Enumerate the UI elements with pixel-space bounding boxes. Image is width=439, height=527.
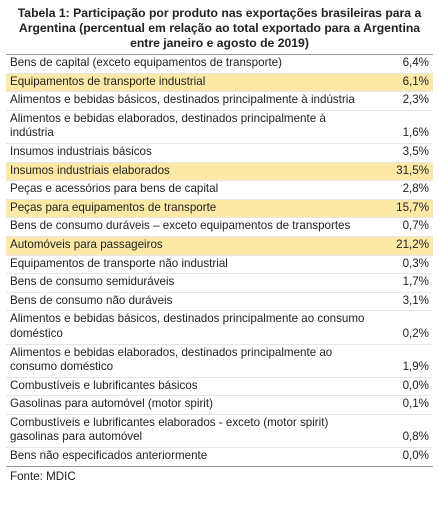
table-row: Gasolinas para automóvel (motor spirit) 0… xyxy=(6,396,433,415)
row-label: Equipamentos de transporte industrial xyxy=(6,73,374,92)
row-value: 2,8% xyxy=(402,182,429,196)
row-label: Alimentos e bebidas elaborados, destinad… xyxy=(10,111,326,140)
table-row: Alimentos e bebidas elaborados, destinad… xyxy=(6,110,433,144)
row-value: 1,6% xyxy=(402,126,429,140)
row-value: 6,4% xyxy=(402,56,429,69)
row-value: 0,1% xyxy=(402,397,429,411)
row-label: Alimentos e bebidas básicos, destinados … xyxy=(10,312,365,340)
row-value: 31,5% xyxy=(374,162,433,181)
table-row: Alimentos e bebidas elaborados, destinad… xyxy=(6,344,433,378)
row-value: 1,7% xyxy=(402,275,429,289)
row-label: Combustíveis e lubrificantes básicos xyxy=(10,378,198,392)
row-label: Alimentos e bebidas elaborados, destinad… xyxy=(10,345,333,374)
row-label: Peças e acessórios para bens de capital xyxy=(10,182,219,196)
row-label: Insumos industriais elaborados xyxy=(6,162,374,181)
row-label: Bens de consumo semiduráveis xyxy=(10,275,175,289)
table-row: Automóveis para passageiros 21,2% xyxy=(6,236,433,256)
row-value: 21,2% xyxy=(374,236,433,256)
row-value: 0,8% xyxy=(402,430,429,444)
table-row: Equipamentos de transporte não industria… xyxy=(6,255,433,274)
row-value: 6,1% xyxy=(374,73,433,92)
table-row: Insumos industriais básicos 3,5% xyxy=(6,143,433,163)
table-row: Insumos industriais elaborados 31,5% xyxy=(6,162,433,181)
row-label: Alimentos e bebidas básicos, destinados … xyxy=(10,93,355,107)
row-value: 3,5% xyxy=(402,144,429,158)
table-row: Bens de consumo duráveis – exceto equipa… xyxy=(6,218,433,237)
table-row: Equipamentos de transporte industrial 6,1… xyxy=(6,73,433,92)
table-row: Alimentos e bebidas básicos, destinados … xyxy=(6,311,433,344)
row-label: Bens de consumo duráveis – exceto equipa… xyxy=(10,219,351,233)
row-label: Peças para equipamentos de transporte xyxy=(6,199,374,218)
row-label: Insumos industriais básicos xyxy=(10,144,152,158)
row-value: 0,0% xyxy=(402,378,429,392)
source-note: Fonte: MDIC xyxy=(10,469,76,483)
table-row: Peças para equipamentos de transporte 15,… xyxy=(6,199,433,218)
table-title: Tabela 1: Participação por produto nas e… xyxy=(17,6,422,50)
row-value: 15,7% xyxy=(374,199,433,218)
document: Tabela 1: Participação por produto nas e… xyxy=(6,6,433,483)
table-row: Bens de consumo não duráveis 3,1% xyxy=(6,292,433,311)
row-label: Equipamentos de transporte não industria… xyxy=(10,256,228,270)
table-row: Bens não especificados anteriormente 0,0% xyxy=(6,448,433,467)
row-label: Combustíveis e lubrificantes elaborados … xyxy=(10,415,329,444)
table-row: Bens de capital (exceto equipamentos de … xyxy=(6,54,433,74)
row-value: 3,1% xyxy=(402,293,429,307)
row-label: Gasolinas para automóvel (motor spirit) xyxy=(10,397,213,411)
table-body: Bens de capital (exceto equipamentos de … xyxy=(6,54,433,467)
row-value: 0,2% xyxy=(402,326,429,340)
table-row: Peças e acessórios para bens de capital 2… xyxy=(6,181,433,200)
table-row: Bens de consumo semiduráveis 1,7% xyxy=(6,274,433,293)
row-label: Automóveis para passageiros xyxy=(6,236,374,256)
row-value: 0,0% xyxy=(402,449,429,463)
table-row: Combustíveis e lubrificantes básicos 0,0% xyxy=(6,377,433,396)
row-value: 0,7% xyxy=(402,219,429,233)
row-label: Bens de capital (exceto equipamentos de … xyxy=(10,56,282,69)
row-value: 2,3% xyxy=(402,93,429,107)
row-value: 0,3% xyxy=(402,256,429,270)
row-label: Bens de consumo não duráveis xyxy=(10,293,173,307)
table-row: Combustíveis e lubrificantes elaborados … xyxy=(6,414,433,448)
exports-table: Bens de capital (exceto equipamentos de … xyxy=(6,54,433,467)
row-label: Bens não especificados anteriormente xyxy=(10,449,208,463)
row-value: 1,9% xyxy=(402,360,429,374)
table-row: Alimentos e bebidas básicos, destinados … xyxy=(6,92,433,111)
